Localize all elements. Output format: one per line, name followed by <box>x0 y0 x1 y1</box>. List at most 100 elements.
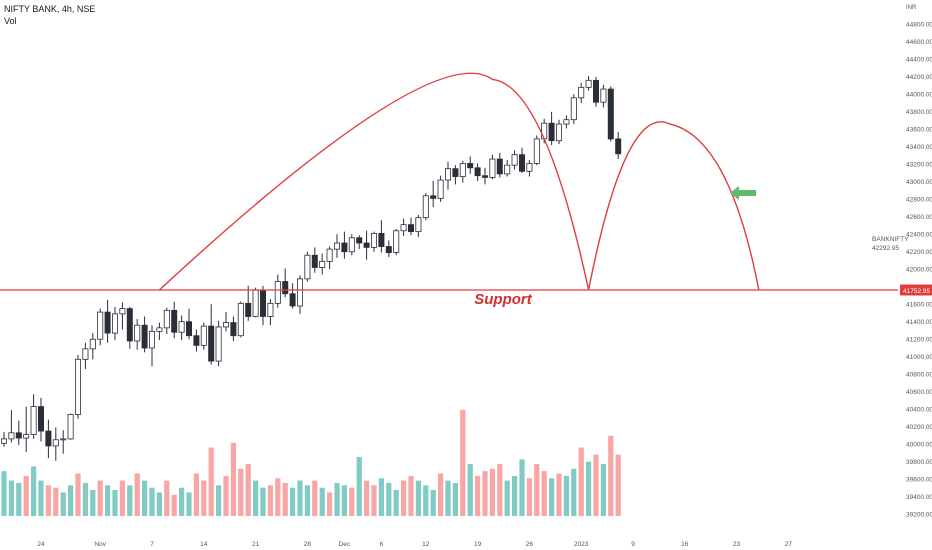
candle-body <box>230 322 237 337</box>
currency-label: INR <box>906 5 917 11</box>
candle-body <box>385 246 392 254</box>
candle-body <box>541 122 548 140</box>
candle-body <box>333 242 340 250</box>
volume-bar <box>142 480 148 516</box>
time-tick-label: 2023 <box>574 541 589 548</box>
candle-body <box>415 217 422 233</box>
volume-bar <box>45 485 51 516</box>
candle-body <box>570 97 577 121</box>
price-tick-label: 41600.00 <box>906 301 932 308</box>
time-tick-label: 14 <box>200 541 208 548</box>
time-tick-label: 28 <box>304 541 312 548</box>
candle-body <box>585 79 592 88</box>
price-tick-label: 41400.00 <box>906 319 932 326</box>
candle-body <box>511 154 518 166</box>
candle-body <box>393 230 400 254</box>
volume-bar <box>23 475 29 516</box>
price-tick-label: 44200.00 <box>906 74 932 81</box>
volume-bar <box>549 478 555 516</box>
candle-body <box>370 232 377 248</box>
volume-bar <box>275 478 281 516</box>
candle-body <box>437 179 444 199</box>
chart-title: NIFTY BANK, 4h, NSE <box>4 4 96 14</box>
support-price-tag-text: 41752.95 <box>903 288 930 295</box>
candle-body <box>200 325 207 346</box>
candle-body <box>245 302 252 317</box>
candle-body <box>82 348 89 360</box>
volume-bar <box>90 490 96 516</box>
time-tick-label: Dec <box>339 541 351 548</box>
price-tick-label: 44600.00 <box>906 39 932 46</box>
volume-bar <box>267 485 273 516</box>
candle-body <box>156 327 163 332</box>
volume-indicator-label: Vol <box>4 16 17 26</box>
volume-bar <box>260 487 266 516</box>
volume-bar <box>423 485 429 516</box>
handle-arc-curve <box>587 121 760 291</box>
candle-body <box>481 175 488 178</box>
candle-body <box>45 430 52 447</box>
time-tick-label: 26 <box>526 541 534 548</box>
volume-bar <box>223 475 229 516</box>
time-tick-label: 12 <box>422 541 430 548</box>
volume-bars <box>1 409 621 516</box>
candle-body <box>0 438 7 444</box>
candle-body <box>519 154 526 172</box>
candle-body <box>252 289 259 317</box>
last-price-label: 42292.95 <box>872 245 899 252</box>
volume-bar <box>16 482 22 516</box>
axes: 39200.00 39400.00 39600.00 39800.00 40000.00… <box>37 5 932 548</box>
time-tick-label: 6 <box>380 541 384 548</box>
candle-body <box>282 281 289 295</box>
volume-bar <box>82 482 88 516</box>
volume-bar <box>349 487 355 516</box>
candle-body <box>459 163 466 177</box>
candle-body <box>474 167 481 177</box>
candle-body <box>504 164 511 175</box>
price-tick-label: 44800.00 <box>906 21 932 28</box>
price-tick-label: 39600.00 <box>906 476 932 483</box>
candle-body <box>259 289 266 317</box>
candle-body <box>97 311 104 340</box>
price-tick-label: 42800.00 <box>906 196 932 203</box>
volume-bar <box>593 454 599 516</box>
volume-bar <box>179 487 185 516</box>
volume-bar <box>105 485 111 516</box>
price-tick-label: 42600.00 <box>906 214 932 221</box>
price-tick-label: 40400.00 <box>906 406 932 413</box>
price-tick-label: 42000.00 <box>906 266 932 273</box>
candle-body <box>296 278 303 307</box>
candle-body <box>452 168 459 177</box>
volume-bar <box>586 461 592 516</box>
volume-bar <box>489 468 495 516</box>
candle-body <box>104 311 111 334</box>
volume-bar <box>356 457 362 516</box>
volume-bar <box>127 485 133 516</box>
candle-body <box>378 232 385 247</box>
support-label: Support <box>474 291 532 308</box>
candle-body <box>60 438 67 441</box>
time-tick-label: 19 <box>474 541 482 548</box>
volume-bar <box>430 490 436 516</box>
volume-bar <box>386 482 392 516</box>
volume-bar <box>600 464 606 516</box>
candle-body <box>467 163 474 169</box>
candle-body <box>119 308 126 315</box>
price-tick-label: 41000.00 <box>906 354 932 361</box>
volume-bar <box>119 480 125 516</box>
volume-bar <box>31 466 37 516</box>
volume-bar <box>245 464 251 516</box>
price-tick-label: 42200.00 <box>906 249 932 256</box>
volume-bar <box>512 475 518 516</box>
candle-body <box>171 309 178 333</box>
price-tick-label: 39800.00 <box>906 459 932 466</box>
volume-bar <box>208 447 214 516</box>
candle-body <box>533 138 540 164</box>
volume-bar <box>504 480 510 516</box>
candle-body <box>163 309 170 329</box>
volume-bar <box>282 482 288 516</box>
volume-bar <box>319 487 325 516</box>
price-tick-label: 39200.00 <box>906 511 932 518</box>
candle-body <box>15 432 22 439</box>
